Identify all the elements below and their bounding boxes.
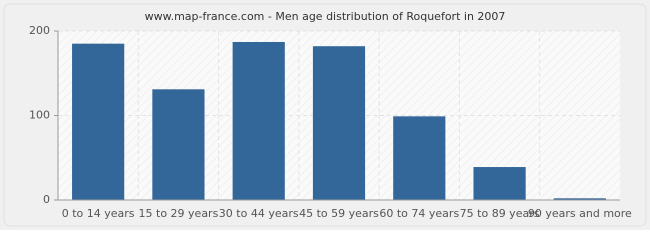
x-tick-label: 75 to 89 years bbox=[460, 207, 540, 220]
bar bbox=[553, 198, 606, 200]
x-tick-label: 90 years and more bbox=[528, 207, 632, 220]
x-tick-label: 45 to 59 years bbox=[299, 207, 379, 220]
y-tick-label: 100 bbox=[29, 109, 50, 122]
x-tick-label: 60 to 74 years bbox=[379, 207, 459, 220]
bar bbox=[72, 43, 125, 200]
x-tick-label: 15 to 29 years bbox=[139, 207, 219, 220]
x-tick-label: 0 to 14 years bbox=[62, 207, 135, 220]
bar bbox=[152, 89, 205, 200]
bar bbox=[232, 41, 285, 200]
bar bbox=[312, 46, 366, 201]
bar bbox=[473, 167, 526, 200]
chart: www.map-france.com - Men age distributio… bbox=[0, 0, 650, 230]
bar bbox=[393, 116, 446, 200]
y-tick-label: 0 bbox=[43, 193, 50, 206]
chart-title: www.map-france.com - Men age distributio… bbox=[145, 10, 506, 23]
y-tick-label: 200 bbox=[29, 24, 50, 37]
x-tick-label: 30 to 44 years bbox=[219, 207, 299, 220]
